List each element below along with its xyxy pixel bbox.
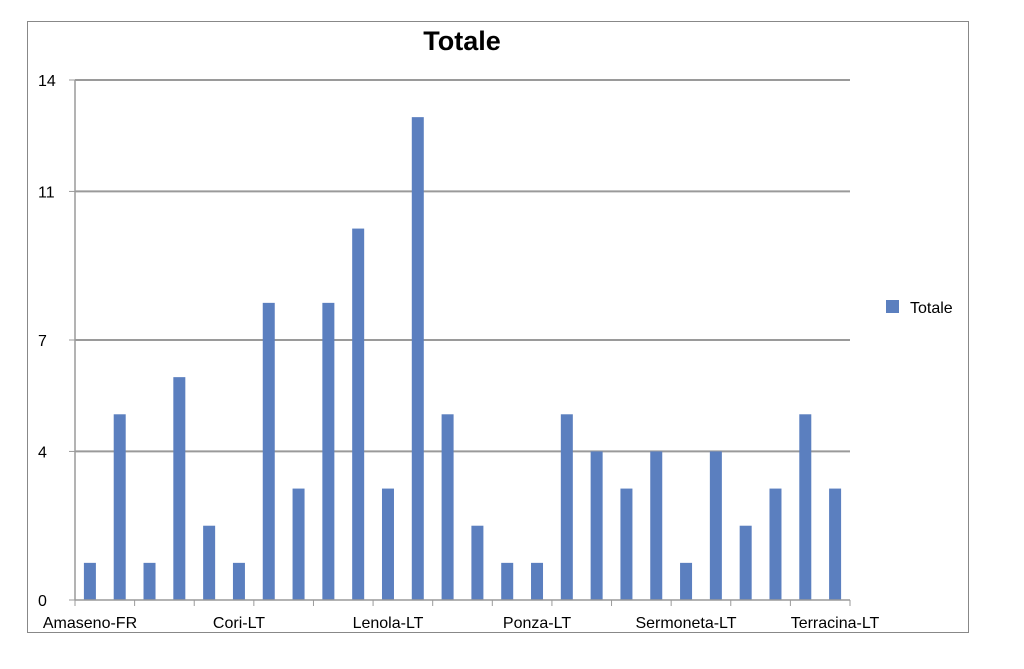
bar [292,488,305,600]
x-tick-label: Amaseno-FR [43,615,137,632]
bar [471,525,484,600]
bar [709,451,722,600]
bars [83,117,842,601]
bar [501,562,514,600]
bar [441,414,454,600]
chart-title: Totale [423,26,501,56]
y-tick-label: 4 [38,444,47,461]
legend: Totale [886,300,953,317]
bar [262,302,275,600]
bar [143,562,156,600]
bar [173,377,186,600]
x-tick-label: Sermoneta-LT [635,615,736,632]
legend-swatch [886,300,899,313]
y-tick-label: 7 [38,333,47,350]
legend-label: Totale [910,300,953,317]
bar [203,525,216,600]
y-tick-label: 0 [38,593,47,610]
bar [739,525,752,600]
bar [531,562,544,600]
bar [411,117,424,601]
x-tick-label: Terracina-LT [791,615,880,632]
bar [799,414,812,600]
bar [590,451,603,600]
bar [352,228,365,601]
bar [620,488,633,600]
gridlines [75,79,850,453]
y-tick-label: 11 [38,184,55,201]
bar [769,488,782,600]
axes: 0 4 7 11 14 Amaseno-FR Cori-LT Lenola-LT Ponza-L… [38,73,880,632]
bar [232,562,245,600]
x-tick-label: Lenola-LT [353,615,424,632]
bar [322,302,335,600]
bar [680,562,693,600]
bar [83,562,96,600]
x-tick-label: Ponza-LT [503,615,571,632]
bar [829,488,842,600]
x-tick-label: Cori-LT [213,615,265,632]
bar [113,414,126,600]
y-tick-label: 14 [38,73,56,90]
bar [560,414,573,600]
bar [650,451,663,600]
bar [381,488,394,600]
